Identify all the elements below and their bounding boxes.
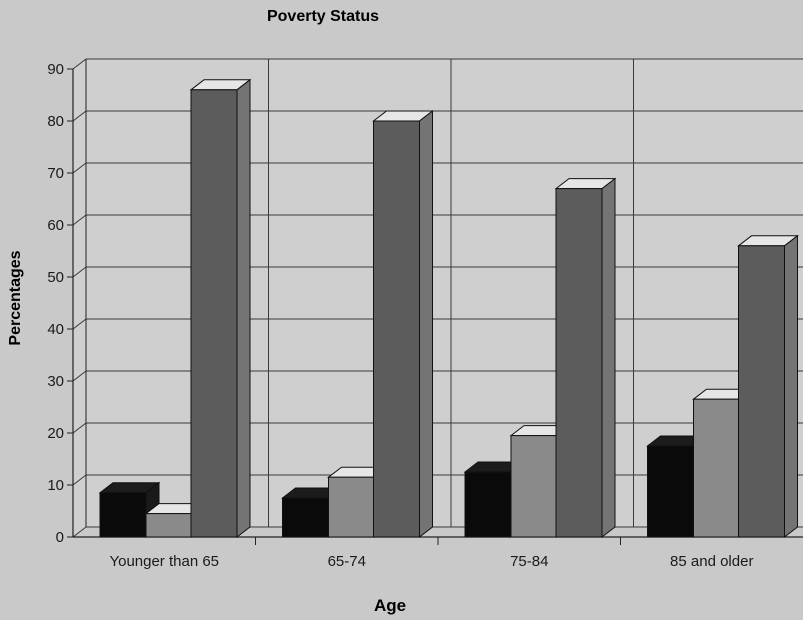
y-tick-label: 40 bbox=[47, 321, 64, 338]
bar-side bbox=[601, 177, 616, 539]
gridline-side bbox=[72, 422, 87, 434]
x-tick-label: 65-74 bbox=[328, 553, 366, 570]
bar bbox=[464, 471, 512, 538]
y-tick-label: 50 bbox=[47, 269, 64, 286]
gridline-side bbox=[72, 474, 87, 486]
bar bbox=[510, 435, 558, 538]
gridline-side bbox=[72, 370, 87, 382]
bar bbox=[738, 245, 785, 538]
gridline-side bbox=[72, 214, 87, 226]
bar-side bbox=[419, 109, 433, 539]
y-tick-label: 80 bbox=[47, 113, 64, 130]
bar bbox=[145, 513, 193, 538]
y-tick-label: 90 bbox=[47, 61, 64, 78]
bar bbox=[555, 188, 603, 538]
bar-side bbox=[784, 234, 798, 539]
y-tick-label: 30 bbox=[47, 373, 64, 390]
y-tick-label: 20 bbox=[47, 425, 64, 442]
y-tick-label: 0 bbox=[56, 529, 64, 546]
bar-side bbox=[236, 78, 251, 539]
bar bbox=[190, 89, 238, 538]
gridline-side bbox=[72, 110, 87, 122]
x-tick-label: Younger than 65 bbox=[109, 553, 219, 570]
chart-title: Poverty Status bbox=[266, 8, 380, 25]
gridline-side bbox=[72, 526, 87, 538]
gridline-side bbox=[72, 58, 87, 70]
y-tick-label: 60 bbox=[47, 217, 64, 234]
gridline-side bbox=[72, 318, 87, 330]
y-tick-label: 10 bbox=[47, 477, 64, 494]
bar bbox=[647, 445, 694, 538]
plot-back-wall bbox=[73, 59, 803, 537]
x-tick-label: 85 and older bbox=[670, 553, 753, 570]
gridline-side bbox=[72, 266, 87, 278]
bar bbox=[328, 476, 375, 538]
x-tick-label: 75-84 bbox=[510, 553, 548, 570]
bar bbox=[693, 398, 740, 538]
y-tick-label: 70 bbox=[47, 165, 64, 182]
gridline-side bbox=[72, 162, 87, 174]
bar bbox=[373, 120, 420, 538]
x-axis-title: Age bbox=[373, 596, 407, 615]
bar bbox=[282, 497, 329, 538]
bar bbox=[99, 492, 147, 538]
